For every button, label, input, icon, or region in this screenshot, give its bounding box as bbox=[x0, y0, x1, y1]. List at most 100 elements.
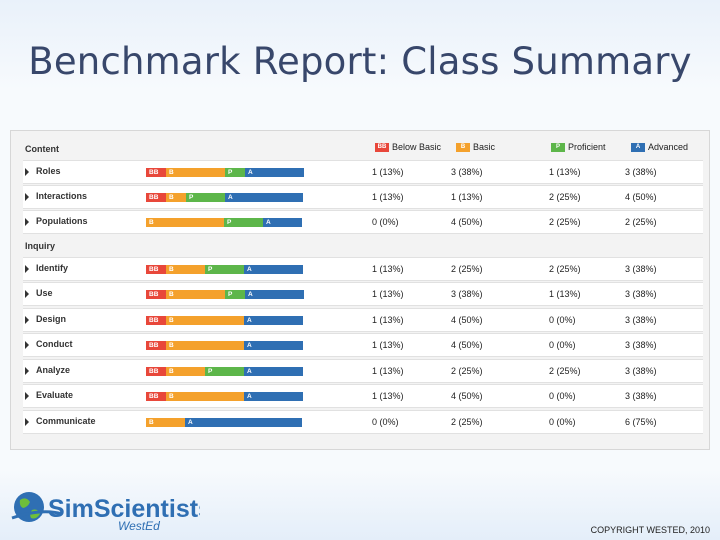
cell-a: 6 (75%) bbox=[625, 417, 657, 427]
cell-a: 3 (38%) bbox=[625, 289, 657, 299]
cell-bb: 1 (13%) bbox=[372, 366, 404, 376]
cell-b: 4 (50%) bbox=[451, 340, 483, 350]
row-label: Communicate bbox=[36, 416, 96, 426]
table-row[interactable]: Interactions BB B P A 1 (13%) 1 (13%) 2 (25%) 4 … bbox=[23, 185, 703, 209]
legend-swatch: P bbox=[551, 142, 565, 152]
logo-wordmark: SimScientists bbox=[48, 495, 200, 523]
stacked-bar: BB B P A bbox=[146, 290, 304, 299]
bar-segment-b: B bbox=[166, 265, 205, 274]
cell-p: 0 (0%) bbox=[549, 340, 576, 350]
table-row[interactable]: Design BB B A 1 (13%) 4 (50%) 0 (0%) 3 (38%) bbox=[23, 308, 703, 332]
table-row[interactable]: Evaluate BB B A 1 (13%) 4 (50%) 0 (0%) 3 (38%) bbox=[23, 384, 703, 408]
legend-item-p: P Proficient bbox=[551, 142, 606, 152]
cell-bb: 1 (13%) bbox=[372, 340, 404, 350]
cell-b: 2 (25%) bbox=[451, 417, 483, 427]
cell-bb: 1 (13%) bbox=[372, 391, 404, 401]
expand-arrow-icon[interactable] bbox=[25, 218, 29, 226]
cell-p: 0 (0%) bbox=[549, 391, 576, 401]
bar-segment-b: B bbox=[146, 418, 185, 427]
expand-arrow-icon[interactable] bbox=[25, 341, 29, 349]
cell-bb: 1 (13%) bbox=[372, 167, 404, 177]
table-row[interactable]: Communicate B A 0 (0%) 2 (25%) 0 (0%) 6 (75%) bbox=[23, 410, 703, 434]
bar-segment-bb: BB bbox=[146, 265, 166, 274]
cell-p: 0 (0%) bbox=[549, 315, 576, 325]
cell-b: 2 (25%) bbox=[451, 264, 483, 274]
cell-p: 1 (13%) bbox=[549, 167, 581, 177]
bar-segment-b: B bbox=[146, 218, 224, 227]
cell-b: 1 (13%) bbox=[451, 192, 483, 202]
expand-arrow-icon[interactable] bbox=[25, 168, 29, 176]
bar-segment-b: B bbox=[166, 367, 205, 376]
bar-segment-bb: BB bbox=[146, 341, 166, 350]
legend-label: Proficient bbox=[568, 142, 606, 152]
legend-label: Advanced bbox=[648, 142, 689, 152]
slide-title: Benchmark Report: Class Summary bbox=[28, 40, 692, 83]
bar-segment-a: A bbox=[245, 290, 304, 299]
bar-segment-p: P bbox=[186, 193, 225, 202]
table-row[interactable]: Conduct BB B A 1 (13%) 4 (50%) 0 (0%) 3 (38%) bbox=[23, 333, 703, 357]
bar-segment-bb: BB bbox=[146, 290, 166, 299]
cell-p: 0 (0%) bbox=[549, 417, 576, 427]
table-row[interactable]: Identify BB B P A 1 (13%) 2 (25%) 2 (25%) 3 (38%… bbox=[23, 257, 703, 281]
benchmark-report-panel: Content BB Below Basic B Basic P Proficient A Ad… bbox=[10, 130, 710, 450]
stacked-bar: BB B P A bbox=[146, 168, 304, 177]
cell-bb: 1 (13%) bbox=[372, 289, 404, 299]
legend-swatch: A bbox=[631, 142, 645, 152]
cell-bb: 0 (0%) bbox=[372, 417, 399, 427]
bar-segment-bb: BB bbox=[146, 316, 166, 325]
bar-segment-p: P bbox=[205, 265, 244, 274]
bar-segment-p: P bbox=[224, 218, 263, 227]
cell-bb: 1 (13%) bbox=[372, 264, 404, 274]
legend-item-b: B Basic bbox=[456, 142, 495, 152]
row-label: Populations bbox=[36, 216, 88, 226]
expand-arrow-icon[interactable] bbox=[25, 392, 29, 400]
bar-segment-a: A bbox=[244, 316, 303, 325]
row-label: Identify bbox=[36, 263, 69, 273]
cell-p: 1 (13%) bbox=[549, 289, 581, 299]
cell-b: 2 (25%) bbox=[451, 366, 483, 376]
header-content-label: Content bbox=[25, 144, 59, 154]
cell-a: 3 (38%) bbox=[625, 366, 657, 376]
bar-segment-a: A bbox=[263, 218, 302, 227]
table-row[interactable]: Analyze BB B P A 1 (13%) 2 (25%) 2 (25%) 3 (38%) bbox=[23, 359, 703, 383]
table-row[interactable]: Use BB B P A 1 (13%) 3 (38%) 1 (13%) 3 (38%) bbox=[23, 282, 703, 306]
bar-segment-a: A bbox=[244, 341, 303, 350]
row-label: Evaluate bbox=[36, 390, 74, 400]
cell-p: 2 (25%) bbox=[549, 366, 581, 376]
expand-arrow-icon[interactable] bbox=[25, 418, 29, 426]
expand-arrow-icon[interactable] bbox=[25, 316, 29, 324]
bar-segment-bb: BB bbox=[146, 367, 166, 376]
cell-b: 4 (50%) bbox=[451, 217, 483, 227]
cell-bb: 0 (0%) bbox=[372, 217, 399, 227]
bar-segment-a: A bbox=[244, 392, 303, 401]
cell-a: 2 (25%) bbox=[625, 217, 657, 227]
bar-segment-b: B bbox=[166, 193, 186, 202]
cell-p: 2 (25%) bbox=[549, 264, 581, 274]
expand-arrow-icon[interactable] bbox=[25, 290, 29, 298]
cell-b: 3 (38%) bbox=[451, 289, 483, 299]
legend-swatch: BB bbox=[375, 142, 389, 152]
expand-arrow-icon[interactable] bbox=[25, 265, 29, 273]
legend-swatch: B bbox=[456, 142, 470, 152]
table-row[interactable]: Roles BB B P A 1 (13%) 3 (38%) 1 (13%) 3 (38%) bbox=[23, 160, 703, 184]
copyright-text: COPYRIGHT WESTED, 2010 bbox=[590, 525, 710, 535]
row-label: Interactions bbox=[36, 191, 88, 201]
cell-p: 2 (25%) bbox=[549, 192, 581, 202]
cell-p: 2 (25%) bbox=[549, 217, 581, 227]
cell-a: 3 (38%) bbox=[625, 391, 657, 401]
legend-item-a: A Advanced bbox=[631, 142, 688, 152]
stacked-bar: BB B A bbox=[146, 341, 303, 350]
bar-segment-bb: BB bbox=[146, 168, 166, 177]
bar-segment-bb: BB bbox=[146, 392, 166, 401]
expand-arrow-icon[interactable] bbox=[25, 193, 29, 201]
simscientists-logo: SimScientists WestEd bbox=[11, 492, 200, 532]
stacked-bar: BB B A bbox=[146, 316, 303, 325]
bar-segment-a: A bbox=[244, 367, 303, 376]
table-row[interactable]: Populations B P A 0 (0%) 4 (50%) 2 (25%) 2 (25%… bbox=[23, 210, 703, 234]
row-label: Analyze bbox=[36, 365, 71, 375]
stacked-bar: BB B P A bbox=[146, 265, 303, 274]
bar-segment-b: B bbox=[166, 290, 225, 299]
stacked-bar: BB B P A bbox=[146, 367, 303, 376]
expand-arrow-icon[interactable] bbox=[25, 367, 29, 375]
